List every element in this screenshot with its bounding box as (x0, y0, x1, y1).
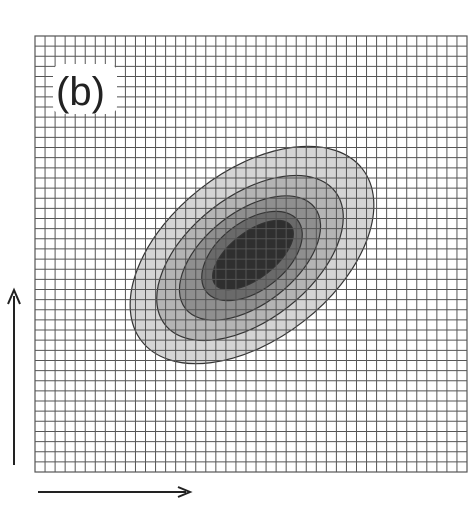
contour-level-5 (212, 219, 294, 291)
grid-border (34, 35, 468, 473)
vertical-axis-arrow (7, 287, 21, 465)
panel-label: (b) (56, 70, 105, 114)
panel-label-group: (b) (53, 64, 117, 114)
horizontal-axis-arrow (38, 486, 193, 498)
panel-label-background (53, 64, 117, 114)
